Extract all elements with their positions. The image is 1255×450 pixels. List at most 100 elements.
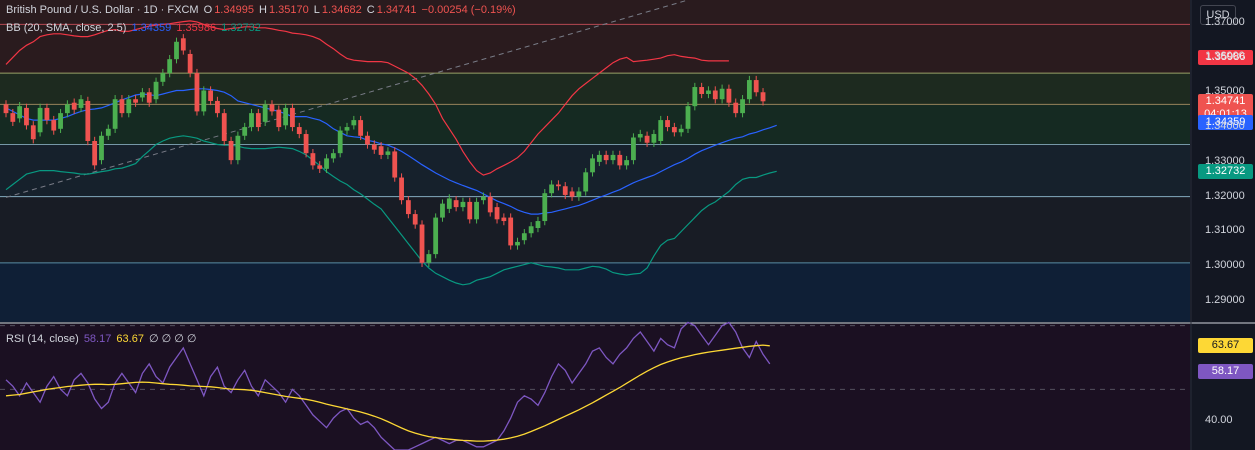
- candle-body: [126, 99, 132, 114]
- candle-body: [535, 221, 541, 229]
- currency-button[interactable]: USD: [1200, 5, 1236, 25]
- price-band-5: [0, 262, 1190, 322]
- rsi-legend[interactable]: RSI (14, close) 58.17 63.67 ∅ ∅ ∅ ∅: [6, 332, 199, 345]
- candle-body: [515, 241, 520, 246]
- candle-body: [92, 140, 98, 166]
- candle-body: [569, 191, 575, 197]
- candle-body: [508, 217, 514, 246]
- candle-body: [3, 104, 9, 114]
- price-band-3: [0, 144, 1190, 197]
- rsi-line: [5, 321, 771, 450]
- candle-body: [228, 140, 234, 161]
- rsi-empty-values: ∅ ∅ ∅ ∅: [149, 333, 197, 345]
- price-tick-label: 1.29000: [1205, 294, 1245, 307]
- candle-body: [542, 193, 548, 222]
- price-tick-label: 1.35000: [1205, 85, 1245, 98]
- candle-body: [351, 120, 357, 126]
- candle-body: [255, 113, 261, 128]
- candle-body: [562, 186, 568, 195]
- rsi-pane-bg: [0, 324, 1190, 450]
- price-band-4: [0, 196, 1190, 263]
- candle-body: [208, 90, 213, 101]
- candle-body: [603, 154, 609, 161]
- candle-body: [310, 153, 316, 166]
- candle-body: [133, 99, 138, 103]
- price-band-0: [0, 0, 1190, 74]
- candle-body: [467, 201, 473, 220]
- candle-body: [187, 53, 193, 74]
- candle-body: [317, 165, 323, 169]
- candle-body: [167, 59, 173, 74]
- candle-body: [692, 87, 698, 107]
- candle-body: [528, 226, 534, 234]
- candle-body: [283, 107, 289, 126]
- open-label: O: [203, 4, 213, 16]
- candle-body: [99, 135, 104, 161]
- candle-body: [521, 233, 527, 241]
- candle-body: [596, 154, 602, 162]
- candle-body: [699, 87, 705, 94]
- candle-body: [576, 191, 582, 197]
- open-value: 1.34995: [214, 4, 254, 16]
- price-tick-label: 1.31000: [1205, 224, 1245, 237]
- price-band-2: [0, 104, 1190, 145]
- candle-body: [262, 104, 268, 122]
- candle-body: [474, 201, 479, 220]
- candle-body: [631, 137, 636, 161]
- candle-body: [481, 196, 486, 201]
- rsi-value-tag: 58.17: [1198, 363, 1253, 379]
- candle-body: [58, 113, 63, 129]
- candle-body: [17, 106, 23, 119]
- candle-body: [733, 102, 739, 114]
- candle-body: [85, 100, 91, 141]
- candle-body: [678, 128, 684, 133]
- candle-body: [556, 184, 561, 187]
- candle-body: [671, 127, 677, 133]
- candle-body: [385, 151, 391, 155]
- candle-body: [378, 146, 384, 155]
- high-value: 1.35170: [268, 4, 309, 16]
- bb-legend[interactable]: BB (20, SMA, close, 2.5) 1.34359 1.35986…: [6, 22, 263, 34]
- candle-body: [610, 154, 616, 161]
- bb-lower-line: [5, 135, 777, 286]
- candle-body: [44, 107, 50, 121]
- candle-body: [221, 113, 227, 141]
- price-tick-label: 1.32000: [1205, 189, 1245, 202]
- candle-body: [24, 107, 29, 126]
- candle-body: [665, 120, 670, 128]
- candle-body: [330, 153, 336, 159]
- low-value: 1.34682: [321, 4, 362, 16]
- rsi-ma-value-tag: 63.67: [1198, 338, 1253, 354]
- candle-body: [419, 224, 425, 263]
- price-tick-label: 1.30000: [1205, 259, 1245, 272]
- upper-price-tag: 1.35986: [1198, 50, 1253, 66]
- candle-body: [365, 135, 370, 145]
- bb-lower-value: 1.32732: [221, 22, 261, 34]
- bb-basis-line: [5, 88, 777, 215]
- bb-label: BB (20, SMA, close, 2.5): [6, 22, 127, 34]
- bb-upper-line: [5, 20, 729, 176]
- candle-body: [637, 134, 643, 138]
- candle-body: [337, 130, 343, 154]
- candle-body: [71, 102, 77, 110]
- candle-body: [740, 99, 745, 114]
- candle-body: [392, 151, 398, 178]
- candle-body: [405, 200, 411, 215]
- candle-body: [706, 90, 711, 94]
- symbol-legend[interactable]: British Pound / U.S. Dollar · 1D · FXCM …: [6, 4, 518, 16]
- candle-body: [399, 177, 404, 201]
- candle-body: [583, 172, 589, 192]
- candle-body: [746, 80, 752, 100]
- candle-body: [651, 134, 657, 143]
- candle-body: [160, 73, 166, 82]
- lower-price-tag: 1.32732: [1198, 163, 1253, 179]
- candle-body: [453, 200, 459, 208]
- candles-group: [3, 34, 766, 267]
- candle-body: [412, 214, 418, 225]
- candle-body: [194, 73, 200, 112]
- price-band-1: [0, 73, 1190, 105]
- candle-body: [617, 154, 623, 166]
- price-tick-label: 1.36000: [1205, 50, 1245, 63]
- rsi-label: RSI (14, close): [6, 333, 79, 345]
